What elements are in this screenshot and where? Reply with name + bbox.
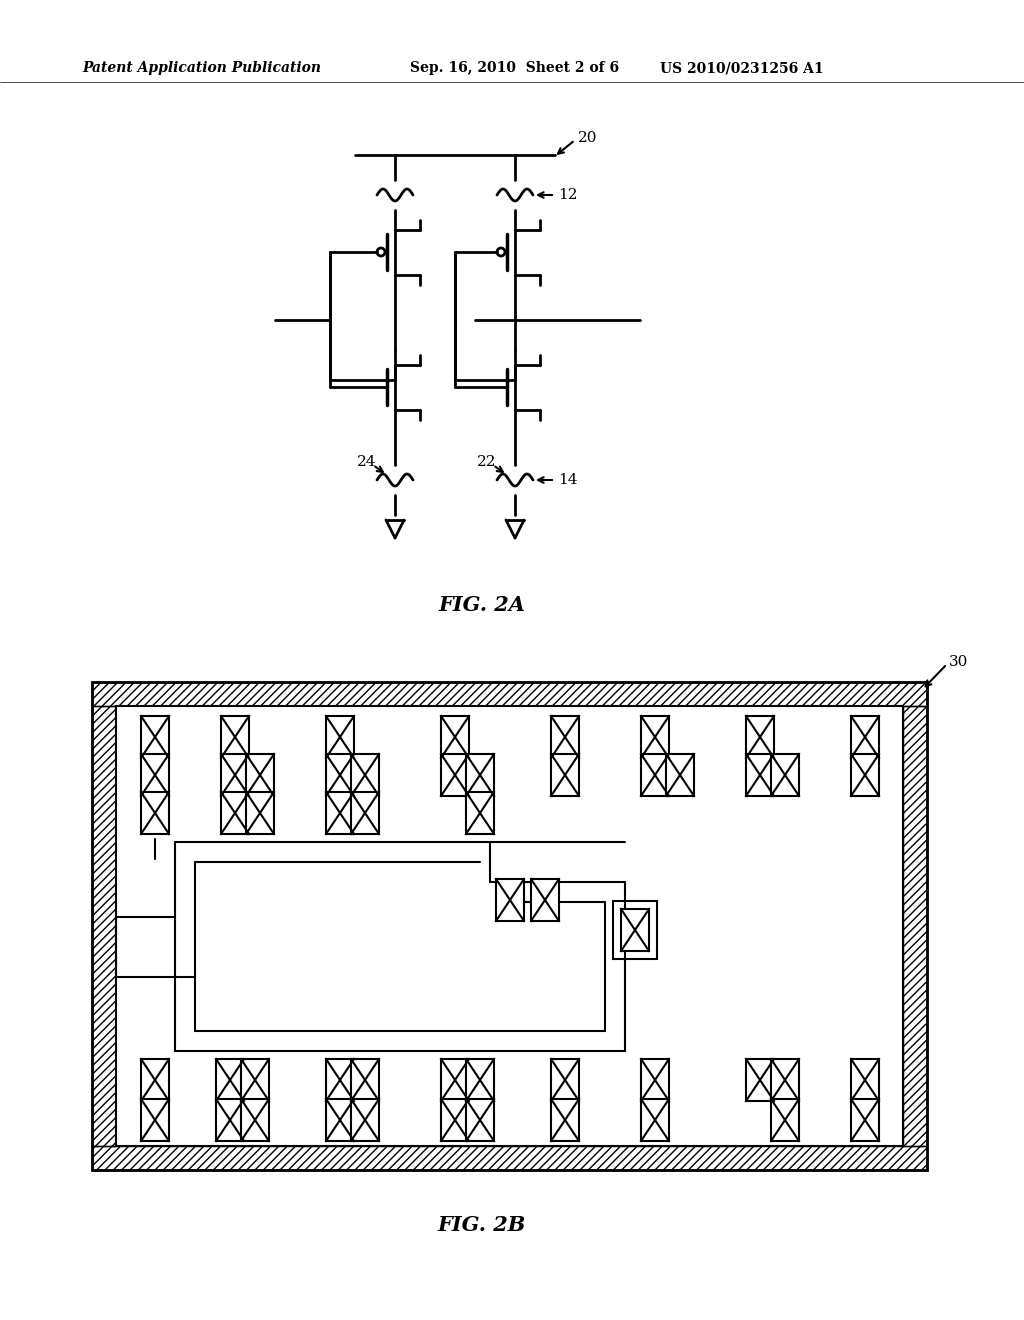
Bar: [621, 909, 649, 950]
Bar: [641, 1100, 669, 1140]
Bar: [141, 754, 169, 796]
Bar: [771, 1059, 799, 1101]
Bar: [441, 1059, 469, 1101]
Bar: [351, 754, 379, 796]
Bar: [466, 792, 494, 834]
Text: US 2010/0231256 A1: US 2010/0231256 A1: [660, 61, 823, 75]
Text: FIG. 2B: FIG. 2B: [438, 1214, 526, 1236]
Bar: [92, 706, 116, 1146]
Text: Sep. 16, 2010  Sheet 2 of 6: Sep. 16, 2010 Sheet 2 of 6: [410, 61, 620, 75]
Bar: [851, 754, 879, 796]
Bar: [326, 715, 354, 758]
Bar: [746, 1059, 774, 1101]
Bar: [613, 902, 657, 960]
Text: Patent Application Publication: Patent Application Publication: [82, 61, 321, 75]
Text: 12: 12: [558, 187, 578, 202]
Bar: [141, 1100, 169, 1140]
Bar: [496, 879, 524, 921]
Text: 22: 22: [477, 455, 497, 469]
Bar: [326, 792, 354, 834]
Bar: [746, 754, 774, 796]
Bar: [851, 1100, 879, 1140]
Bar: [771, 1100, 799, 1140]
Bar: [221, 715, 249, 758]
Bar: [92, 682, 927, 1170]
Bar: [241, 1059, 269, 1101]
Bar: [851, 715, 879, 758]
Bar: [851, 1059, 879, 1101]
Bar: [351, 1059, 379, 1101]
Bar: [551, 754, 579, 796]
Bar: [246, 754, 274, 796]
Bar: [221, 792, 249, 834]
Bar: [246, 792, 274, 834]
Text: 30: 30: [949, 655, 969, 669]
Bar: [531, 879, 559, 921]
Text: 20: 20: [578, 131, 597, 145]
Bar: [466, 1100, 494, 1140]
Bar: [551, 715, 579, 758]
Bar: [441, 1100, 469, 1140]
Bar: [141, 792, 169, 834]
Bar: [116, 706, 903, 1146]
Text: FIG. 2A: FIG. 2A: [438, 595, 525, 615]
Bar: [326, 754, 354, 796]
Bar: [771, 754, 799, 796]
Bar: [241, 1100, 269, 1140]
Bar: [466, 1059, 494, 1101]
Bar: [216, 1059, 244, 1101]
Bar: [92, 1146, 927, 1170]
Bar: [641, 754, 669, 796]
Bar: [92, 682, 927, 706]
Bar: [141, 1059, 169, 1101]
Text: 24: 24: [357, 455, 377, 469]
Bar: [221, 754, 249, 796]
Bar: [551, 1059, 579, 1101]
Bar: [441, 715, 469, 758]
Bar: [326, 1059, 354, 1101]
Bar: [746, 715, 774, 758]
Bar: [351, 792, 379, 834]
Bar: [641, 715, 669, 758]
Bar: [666, 754, 694, 796]
Bar: [326, 1100, 354, 1140]
Bar: [141, 715, 169, 758]
Bar: [351, 1100, 379, 1140]
Bar: [551, 1100, 579, 1140]
Bar: [903, 706, 927, 1146]
Text: 14: 14: [558, 473, 578, 487]
Bar: [441, 754, 469, 796]
Bar: [116, 706, 903, 1146]
Bar: [466, 754, 494, 796]
Bar: [216, 1100, 244, 1140]
Bar: [641, 1059, 669, 1101]
